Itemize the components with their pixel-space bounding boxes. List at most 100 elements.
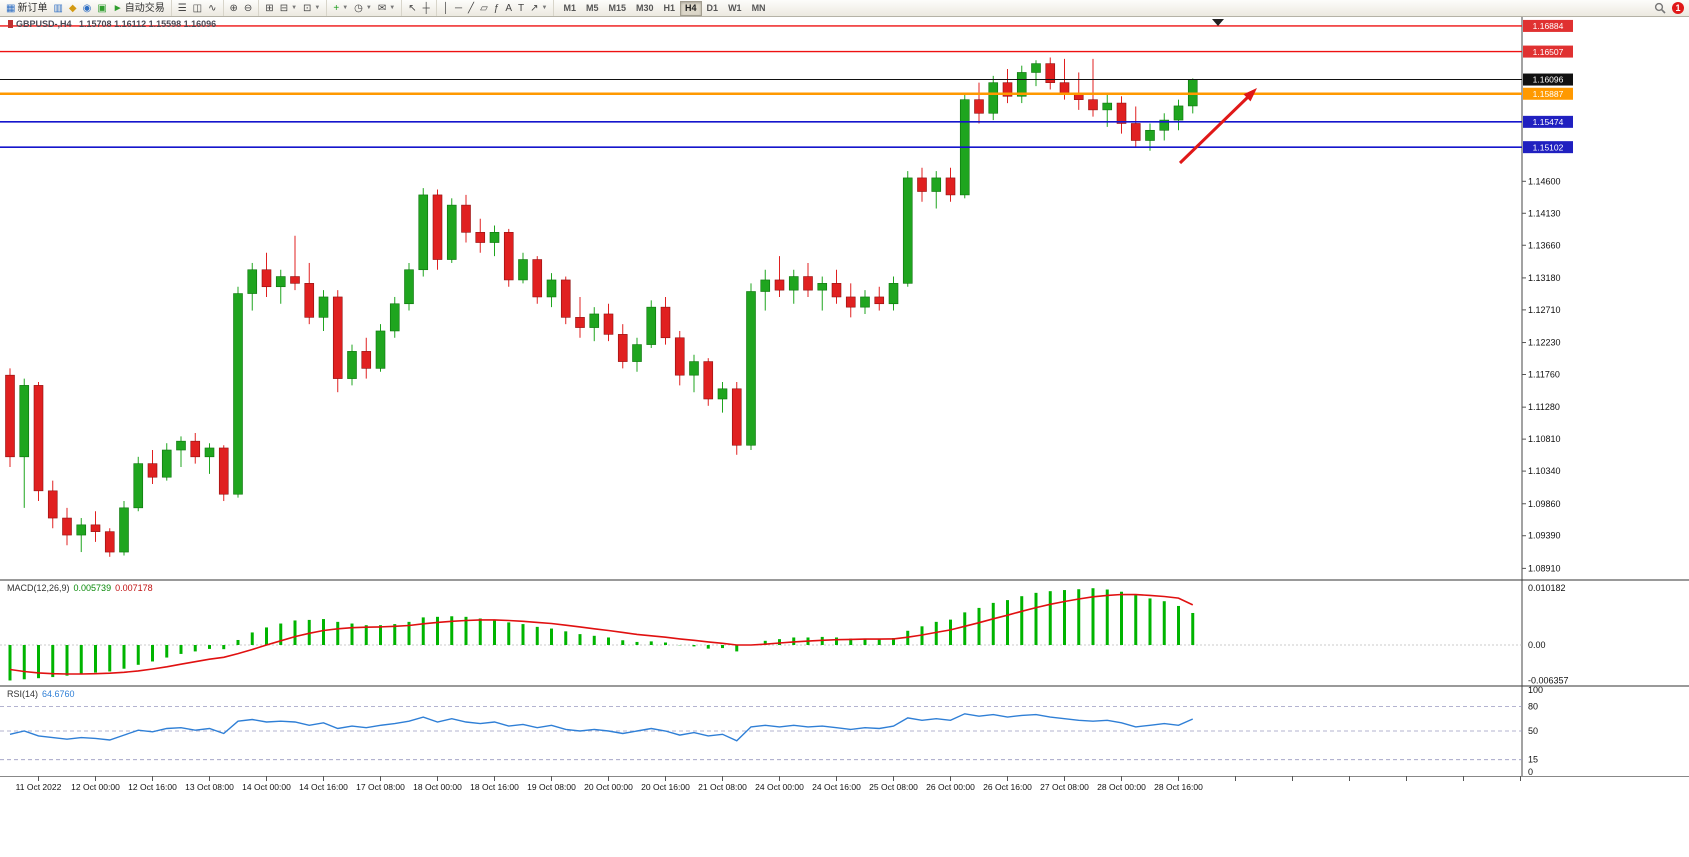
rsi-scale-label: 80: [1528, 701, 1538, 711]
price-axis-label: 1.10340: [1528, 466, 1561, 476]
time-axis-label: 20 Oct 16:00: [641, 782, 690, 792]
horizontal-line-icon: ─: [454, 2, 463, 14]
candle-body: [632, 344, 642, 362]
macd-layer[interactable]: [0, 588, 1522, 681]
price-tag-1.15474: 1.15474: [1533, 117, 1564, 127]
time-axis-label: 12 Oct 16:00: [128, 782, 177, 792]
rsi-value: 64.6760: [42, 689, 75, 699]
price-tag-1.15887: 1.15887: [1533, 89, 1564, 99]
chevron-down-icon: ▼: [365, 4, 372, 11]
arrange-windows-button[interactable]: ⊟ ▼: [277, 1, 300, 16]
macd-main-value: 0.005739: [73, 583, 112, 593]
timeframe-d1[interactable]: D1: [706, 3, 719, 13]
candlestick-button[interactable]: ◫: [190, 1, 205, 16]
time-axis-label: 26 Oct 16:00: [983, 782, 1032, 792]
timeframe-w1[interactable]: W1: [728, 3, 742, 13]
periods-icon: ◷: [354, 2, 363, 14]
label-button[interactable]: T: [515, 1, 527, 16]
autotrading-button[interactable]: ► 自动交易: [110, 1, 168, 16]
price-tags-layer: 1.16884 1.16507 1.16096 1.15887 1.15474 1.151…: [1523, 19, 1573, 154]
candle-body: [703, 361, 714, 400]
cursor-button[interactable]: ↖: [405, 1, 419, 16]
candle-body: [974, 99, 984, 114]
macd-indicator-label: MACD(12,26,9) 0.005739 0.007178: [7, 583, 153, 593]
candle-body: [902, 177, 913, 284]
new-order-button-label: 新订单: [17, 2, 48, 14]
zoom-in-button[interactable]: ⊕: [227, 1, 241, 16]
timeframe-m1[interactable]: M1: [563, 3, 576, 13]
crosshair-button[interactable]: ┼: [420, 1, 433, 16]
timeframe-m30[interactable]: M30: [636, 3, 654, 13]
rsi-layer[interactable]: [0, 706, 1522, 761]
search-icon[interactable]: [1654, 2, 1666, 14]
data-window-button[interactable]: ◆: [66, 1, 80, 16]
rsi-scale-label: 100: [1528, 685, 1543, 695]
candle-body: [931, 177, 942, 192]
candle-body: [76, 524, 87, 536]
terminal-button[interactable]: ▣: [94, 1, 109, 16]
candle-body: [546, 279, 557, 298]
candle-body: [646, 306, 657, 345]
vertical-line-button[interactable]: │: [440, 1, 452, 16]
templates-icon: ✉: [377, 2, 387, 14]
rsi-scale-label: 50: [1528, 726, 1538, 736]
candle-body: [247, 269, 258, 294]
line-chart-button[interactable]: ∿: [205, 1, 219, 16]
templates-button[interactable]: ✉ ▼: [375, 1, 398, 16]
timeframe-m5[interactable]: M5: [585, 3, 599, 13]
periods-button[interactable]: ◷ ▼: [351, 1, 375, 16]
toolbar-group: ⊞ ⊟ ▼ ⊡ ▼: [259, 0, 328, 16]
timeframe-h1[interactable]: H1: [663, 3, 676, 13]
candle-body: [788, 276, 799, 291]
market-watch-icon: ▥: [53, 2, 63, 14]
candle-body: [560, 279, 571, 318]
toolbar-group: ▦ 新订单 ▥ ◆ ◉ ▣ ► 自动交易: [0, 0, 172, 16]
trendline-icon: ╱: [468, 2, 475, 14]
navigator-button[interactable]: ◉: [80, 1, 95, 16]
timeframe-m15[interactable]: M15: [608, 3, 626, 13]
candle-body: [190, 440, 201, 458]
arrows-button[interactable]: ↗ ▼: [527, 1, 550, 16]
notification-badge[interactable]: 1: [1672, 2, 1684, 14]
time-axis-label: 20 Oct 00:00: [584, 782, 633, 792]
macd-signal-line: [9, 593, 1194, 675]
bar-chart-button[interactable]: ☰: [175, 1, 190, 16]
trendline-button[interactable]: ╱: [465, 1, 477, 16]
chart-shift-marker[interactable]: [1212, 19, 1224, 26]
text-button[interactable]: A: [502, 1, 515, 16]
candle-body: [304, 283, 315, 318]
candle-body: [589, 313, 600, 328]
timeframe-mn[interactable]: MN: [751, 3, 766, 13]
candle-body: [874, 296, 885, 305]
channel-button[interactable]: ▱: [477, 1, 491, 16]
timeframe-h4[interactable]: H4: [680, 0, 702, 16]
cursor-icon: ↖: [408, 2, 417, 14]
fibonacci-button[interactable]: ƒ: [491, 1, 503, 16]
chevron-down-icon: ▼: [291, 4, 298, 11]
arrow-up-annotation[interactable]: [1178, 88, 1257, 165]
tile-windows-button[interactable]: ⊞: [262, 1, 276, 16]
candle-body: [62, 517, 72, 536]
macd-scale-label: -0.006357: [1528, 675, 1569, 685]
new-order-button[interactable]: ▦ 新订单: [3, 1, 50, 16]
market-watch-button[interactable]: ▥: [50, 1, 65, 16]
candles-layer[interactable]: [5, 57, 1198, 557]
horizontal-line-button[interactable]: ─: [452, 1, 465, 16]
candle-body: [261, 269, 272, 288]
chart-template-button[interactable]: ⊡ ▼: [300, 1, 323, 16]
panel-separators: [0, 16, 1689, 777]
indicators-button[interactable]: + ▼: [330, 1, 351, 16]
level-lines-layer[interactable]: [0, 25, 1522, 148]
candle-body: [489, 232, 500, 243]
candle-body: [176, 440, 186, 451]
candle-body: [689, 361, 699, 376]
macd-signal-value: 0.007178: [115, 583, 153, 593]
zoom-out-button[interactable]: ⊖: [241, 1, 255, 16]
label-icon: T: [518, 2, 525, 14]
toolbar-group: │ ─ ╱ ▱ ƒ A T ↗ ▼: [437, 0, 555, 16]
candle-body: [575, 317, 585, 328]
toolbar-group: ⊕ ⊖: [224, 0, 260, 16]
candle-body: [347, 351, 357, 379]
rsi-scale-label: 15: [1528, 755, 1538, 765]
